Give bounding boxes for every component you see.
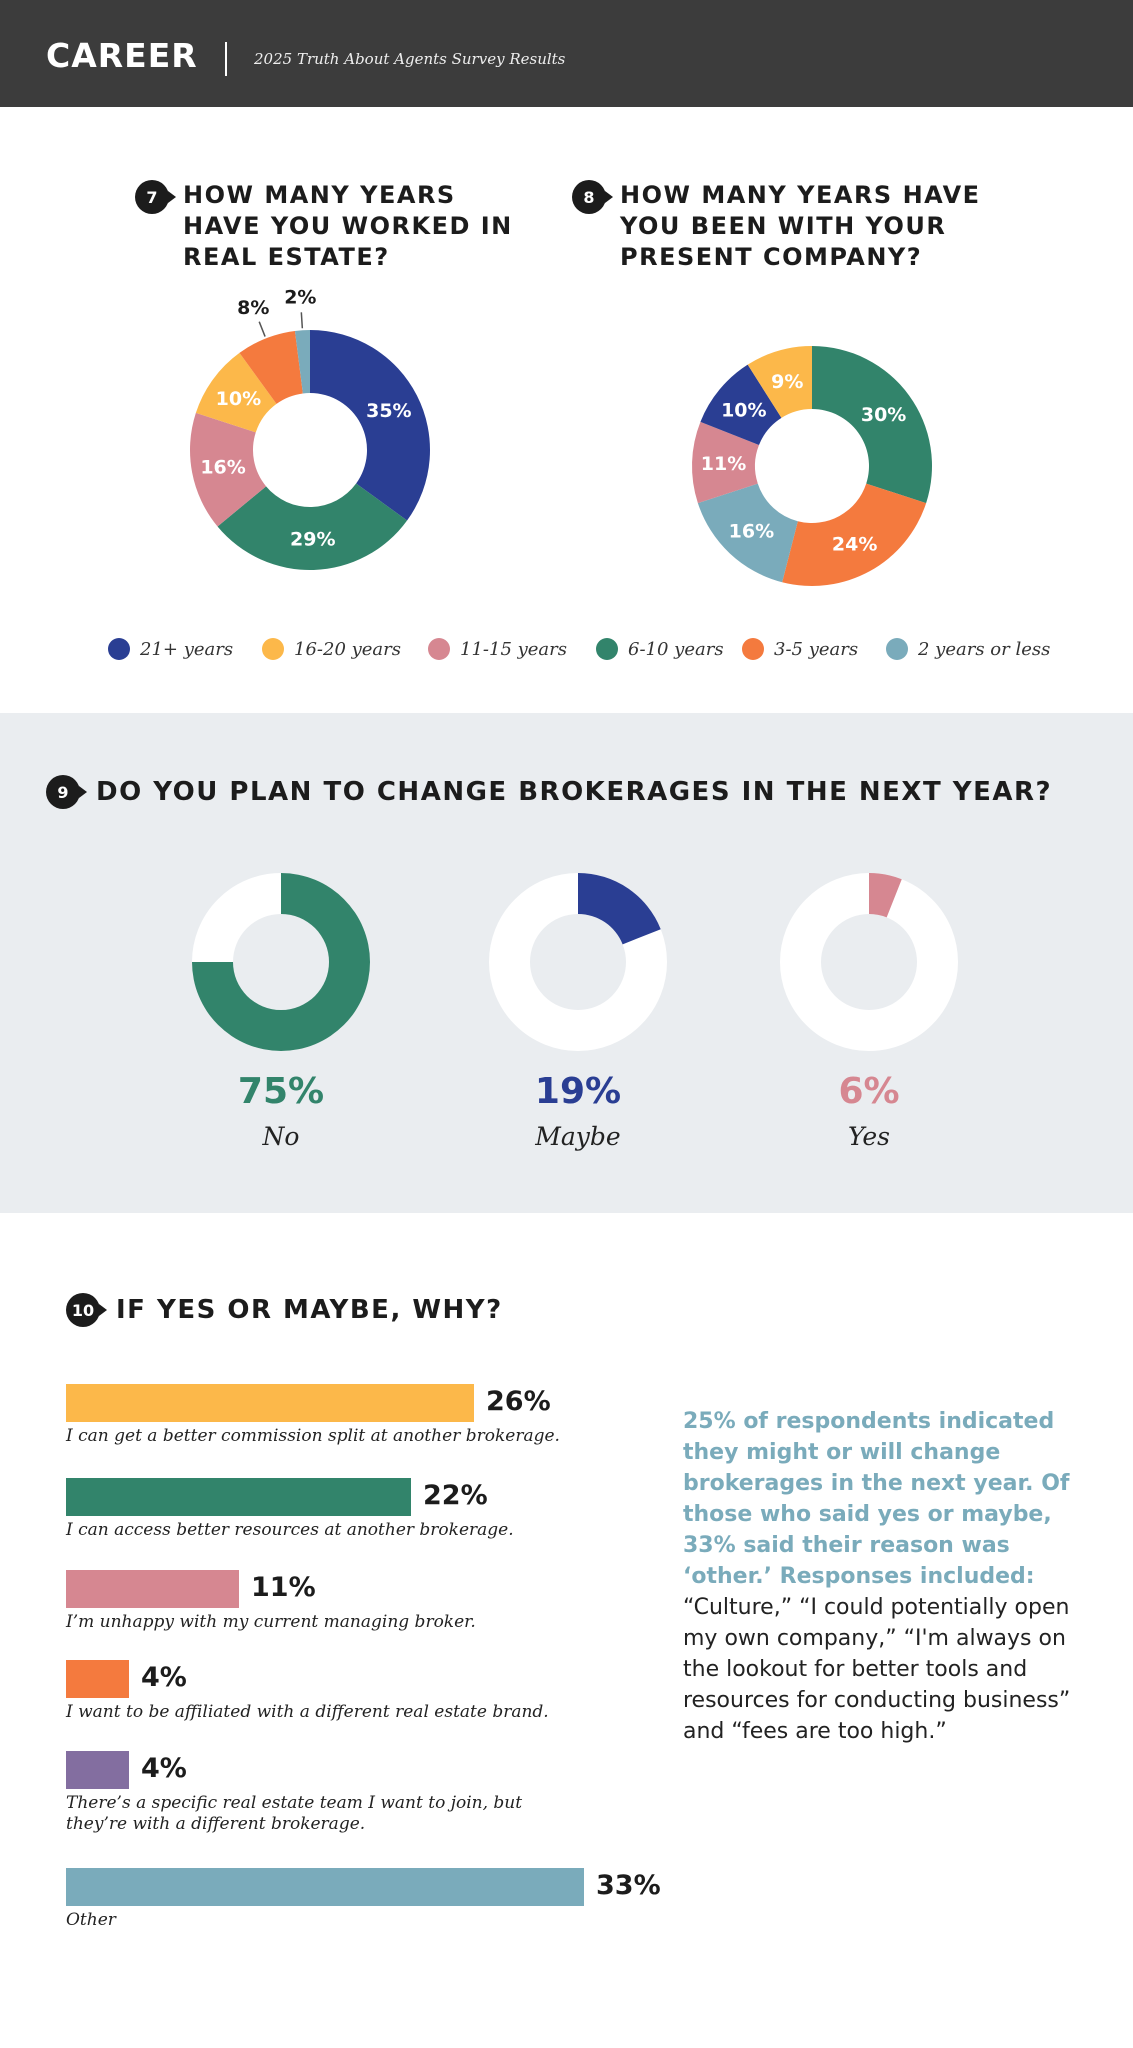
bar bbox=[66, 1868, 584, 1906]
question-9-title: DO YOU PLAN TO CHANGE BROKERAGES IN THE … bbox=[96, 777, 1053, 807]
donut-chart-years-present-company: 30% 24% 16% 11% 10%9% bbox=[692, 346, 932, 586]
donut-slice-21-years bbox=[310, 330, 431, 521]
donut-slice-21-years bbox=[700, 364, 782, 446]
donut-slice-no bbox=[192, 873, 370, 1051]
header-divider bbox=[225, 42, 227, 76]
bar-value-label: 33% bbox=[596, 1870, 661, 1901]
legend-label: 2 years or less bbox=[918, 638, 1051, 660]
slice-value-label: 8% bbox=[237, 297, 269, 319]
donut-chart-maybe bbox=[489, 873, 667, 1051]
slice-value-label: 35% bbox=[366, 400, 411, 422]
legend-label: 16-20 years bbox=[294, 638, 402, 660]
header-bar: CAREER 2025 Truth About Agents Survey Re… bbox=[0, 0, 1133, 107]
donut-answer-label: Yes bbox=[848, 1122, 890, 1151]
slice-value-label: 16% bbox=[200, 457, 245, 479]
legend-label: 3-5 years bbox=[774, 638, 859, 660]
legend-swatch bbox=[596, 638, 618, 660]
bar-category-label: I’m unhappy with my current managing bro… bbox=[66, 1612, 476, 1632]
question-10-heading: 10 IF YES OR MAYBE, WHY? bbox=[66, 1293, 503, 1327]
question-number-badge: 8 bbox=[572, 180, 613, 214]
donut-slice-2-years-or-less bbox=[294, 330, 310, 394]
donut-slice-16-20-years bbox=[747, 346, 812, 418]
donut-slice-2-years-or-less bbox=[697, 483, 798, 583]
legend-item: 11-15 years bbox=[428, 638, 567, 660]
bar-category-label: I want to be affiliated with a different… bbox=[66, 1702, 549, 1722]
donut-slice-16-20-years bbox=[195, 352, 277, 433]
question-8-title: HOW MANY YEARS HAVE YOU BEEN WITH YOUR P… bbox=[620, 181, 981, 271]
donut-percent: 75% bbox=[237, 1071, 325, 1112]
legend-item: 21+ years bbox=[108, 638, 233, 660]
question-9-heading: 9 DO YOU PLAN TO CHANGE BROKERAGES IN TH… bbox=[46, 775, 1052, 809]
legend-swatch bbox=[742, 638, 764, 660]
callout-text: 25% of respondents indicated they might … bbox=[683, 1406, 1073, 1747]
donut-slice-11-15-years bbox=[190, 412, 267, 527]
donut-slice-3-5-years bbox=[239, 330, 303, 404]
donut-slice-11-15-years bbox=[692, 421, 760, 504]
legend-swatch bbox=[262, 638, 284, 660]
slice-value-label: 30% bbox=[861, 404, 906, 426]
section-title: CAREER bbox=[46, 36, 198, 75]
question-10-title: IF YES OR MAYBE, WHY? bbox=[116, 1295, 503, 1325]
legend-swatch bbox=[108, 638, 130, 660]
label-leader-line bbox=[258, 321, 266, 337]
donut-chart-years-real-estate: 35% 29% 16% 10% 8% 2% bbox=[190, 286, 431, 570]
legend-item: 3-5 years bbox=[742, 638, 858, 660]
legend-swatch bbox=[428, 638, 450, 660]
bar bbox=[66, 1751, 129, 1789]
donut-percent: 19% bbox=[534, 1071, 622, 1112]
bar-category-label: Other bbox=[66, 1910, 116, 1930]
bar-value-label: 4% bbox=[141, 1662, 187, 1693]
question-7-title: HOW MANY YEARS HAVE YOU WORKED IN REAL E… bbox=[183, 181, 513, 271]
bar bbox=[66, 1384, 474, 1422]
legend-label: 11-15 years bbox=[460, 638, 568, 660]
slice-value-label: 10% bbox=[216, 388, 261, 410]
label-leader-line bbox=[300, 312, 304, 329]
slice-value-label: 24% bbox=[832, 534, 877, 556]
bar-category-label: I can get a better commission split at a… bbox=[66, 1426, 560, 1446]
legend-swatch bbox=[886, 638, 908, 660]
donut-answer-label: No bbox=[262, 1122, 300, 1151]
question-number-badge: 10 bbox=[66, 1293, 107, 1327]
legend: 21+ years 16-20 years 11-15 years 6-10 year… bbox=[108, 638, 1088, 668]
question-number-badge: 9 bbox=[46, 775, 87, 809]
bar-value-label: 11% bbox=[251, 1572, 316, 1603]
slice-value-label: 29% bbox=[290, 528, 335, 550]
header-subtitle: 2025 Truth About Agents Survey Results bbox=[254, 50, 566, 68]
bar-category-label: I can access better resources at another… bbox=[66, 1520, 514, 1540]
donut-slice-yes bbox=[869, 873, 902, 918]
donut-chart-no bbox=[192, 873, 370, 1051]
bar bbox=[66, 1570, 239, 1608]
bar-category-label: There’s a specific real estate team I wa… bbox=[66, 1793, 523, 1834]
donut-slice-6-10-years bbox=[217, 483, 408, 570]
legend-item: 16-20 years bbox=[262, 638, 401, 660]
slice-value-label: 9% bbox=[771, 371, 803, 393]
legend-label: 21+ years bbox=[140, 638, 234, 660]
legend-label: 6-10 years bbox=[628, 638, 724, 660]
slice-value-label: 16% bbox=[729, 521, 774, 543]
donut-chart-yes bbox=[780, 873, 958, 1051]
bar bbox=[66, 1660, 129, 1698]
donut-slice-maybe bbox=[578, 873, 661, 945]
bar bbox=[66, 1478, 411, 1516]
question-7-heading: 7 HOW MANY YEARS HAVE YOU WORKED IN REAL… bbox=[135, 180, 513, 273]
callout-lead: 25% of respondents indicated they might … bbox=[683, 1409, 1070, 1589]
donut-track bbox=[780, 873, 958, 1051]
donut-slice-3-5-years bbox=[782, 483, 927, 586]
donut-percent: 6% bbox=[838, 1071, 900, 1112]
slice-value-label: 10% bbox=[721, 400, 766, 422]
legend-item: 2 years or less bbox=[886, 638, 1050, 660]
bar-value-label: 4% bbox=[141, 1753, 187, 1784]
bar-value-label: 22% bbox=[423, 1480, 488, 1511]
legend-item: 6-10 years bbox=[596, 638, 724, 660]
callout-quote: “Culture,” “I could potentially open my … bbox=[683, 1595, 1071, 1744]
donut-answer-label: Maybe bbox=[535, 1122, 621, 1151]
bar-value-label: 26% bbox=[486, 1386, 551, 1417]
question-number-badge: 7 bbox=[135, 180, 176, 214]
question-8-heading: 8 HOW MANY YEARS HAVE YOU BEEN WITH YOUR… bbox=[572, 180, 1040, 273]
slice-value-label: 2% bbox=[284, 286, 316, 308]
donut-slice-6-10-years bbox=[812, 346, 932, 504]
slice-value-label: 11% bbox=[701, 453, 746, 475]
